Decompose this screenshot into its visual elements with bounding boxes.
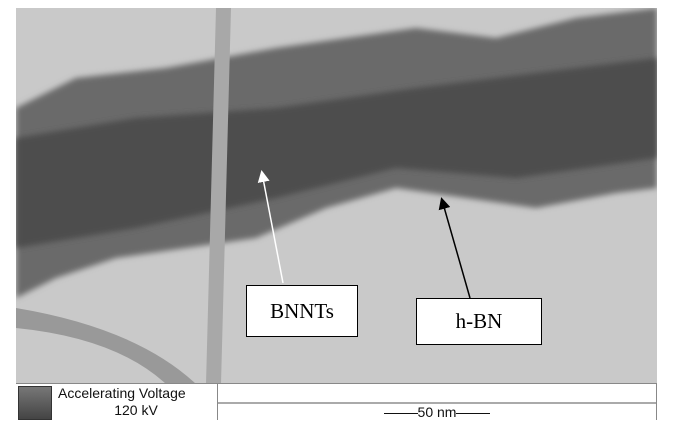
microscope-icon — [18, 386, 52, 420]
bnnt-arrow — [257, 170, 284, 284]
scale-panel: 50 nm — [217, 384, 657, 420]
divider — [218, 402, 656, 404]
scale-bar: 50 nm — [218, 404, 656, 420]
voltage-label: Accelerating Voltage — [58, 385, 186, 401]
hbn-label: h-BN — [416, 298, 542, 345]
info-bar: Accelerating Voltage 120 kV 50 nm — [16, 383, 657, 421]
scale-bar-label: 50 nm — [417, 404, 457, 420]
hbn-arrow — [438, 197, 471, 299]
voltage-value: 120 kV — [114, 402, 158, 418]
tem-micrograph — [16, 8, 657, 384]
bnnt-label: BNNTs — [246, 285, 358, 337]
